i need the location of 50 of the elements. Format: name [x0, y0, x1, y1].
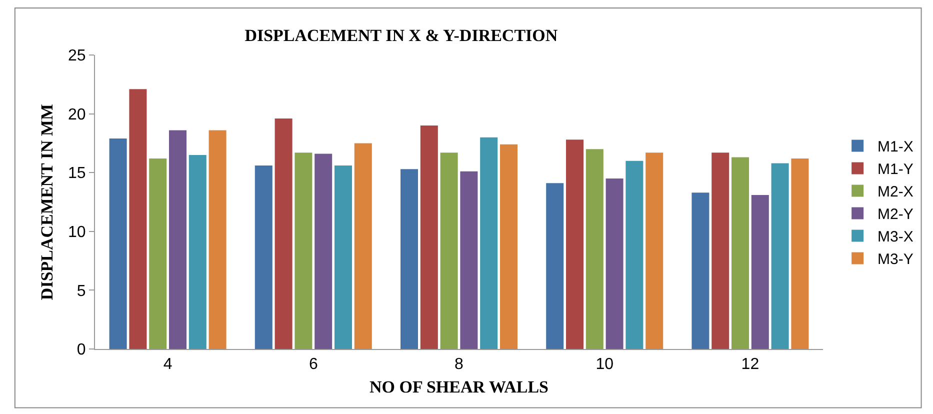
x-tick-label: 8 — [454, 356, 464, 374]
legend-label: M3-X — [878, 228, 914, 246]
legend-label: M2-X — [878, 184, 914, 201]
y-tick-label: 10 — [68, 224, 86, 241]
y-axis-title: DISPLACEMENT IN MM — [38, 104, 57, 300]
bar — [791, 158, 809, 349]
bar — [168, 130, 186, 349]
legend-label: M2-Y — [878, 206, 914, 224]
legend-label: M1-X — [878, 138, 914, 156]
bar — [751, 194, 769, 349]
y-tick-label: 0 — [76, 342, 86, 359]
bar — [480, 137, 498, 349]
legend-label: M3-Y — [878, 251, 914, 268]
y-tick-label: 20 — [68, 106, 86, 124]
bar — [692, 192, 710, 349]
bar — [334, 166, 352, 349]
x-tick-label: 4 — [163, 356, 172, 374]
y-tick-label: 15 — [68, 165, 86, 182]
bar — [208, 130, 226, 349]
bar — [586, 149, 604, 349]
x-tick-label: 6 — [308, 356, 318, 374]
bar — [712, 152, 730, 349]
bar — [440, 152, 458, 349]
bar — [314, 154, 332, 349]
bar — [606, 178, 624, 349]
bar — [420, 126, 438, 349]
bar — [646, 152, 664, 349]
bar — [109, 138, 127, 349]
bar — [274, 118, 292, 349]
bar — [294, 152, 312, 349]
legend-label: M1-Y — [878, 161, 914, 178]
bar — [149, 158, 167, 349]
bar — [500, 144, 518, 349]
chart-title: DISPLACEMENT IN X & Y-DIRECTION — [244, 26, 558, 45]
bar — [771, 163, 789, 349]
bar — [546, 183, 564, 349]
bar — [460, 171, 478, 349]
bar — [732, 157, 750, 349]
y-tick-label: 25 — [68, 48, 86, 65]
bar — [566, 140, 584, 349]
bar — [254, 166, 272, 349]
bar — [188, 154, 206, 349]
x-axis-title: NO OF SHEAR WALLS — [369, 378, 549, 397]
bar — [400, 169, 418, 349]
x-tick-label: 12 — [741, 356, 760, 374]
bar — [354, 143, 372, 349]
x-tick-label: 10 — [596, 356, 614, 374]
bar — [129, 89, 147, 349]
bar — [626, 160, 644, 349]
y-tick-label: 5 — [76, 282, 86, 300]
